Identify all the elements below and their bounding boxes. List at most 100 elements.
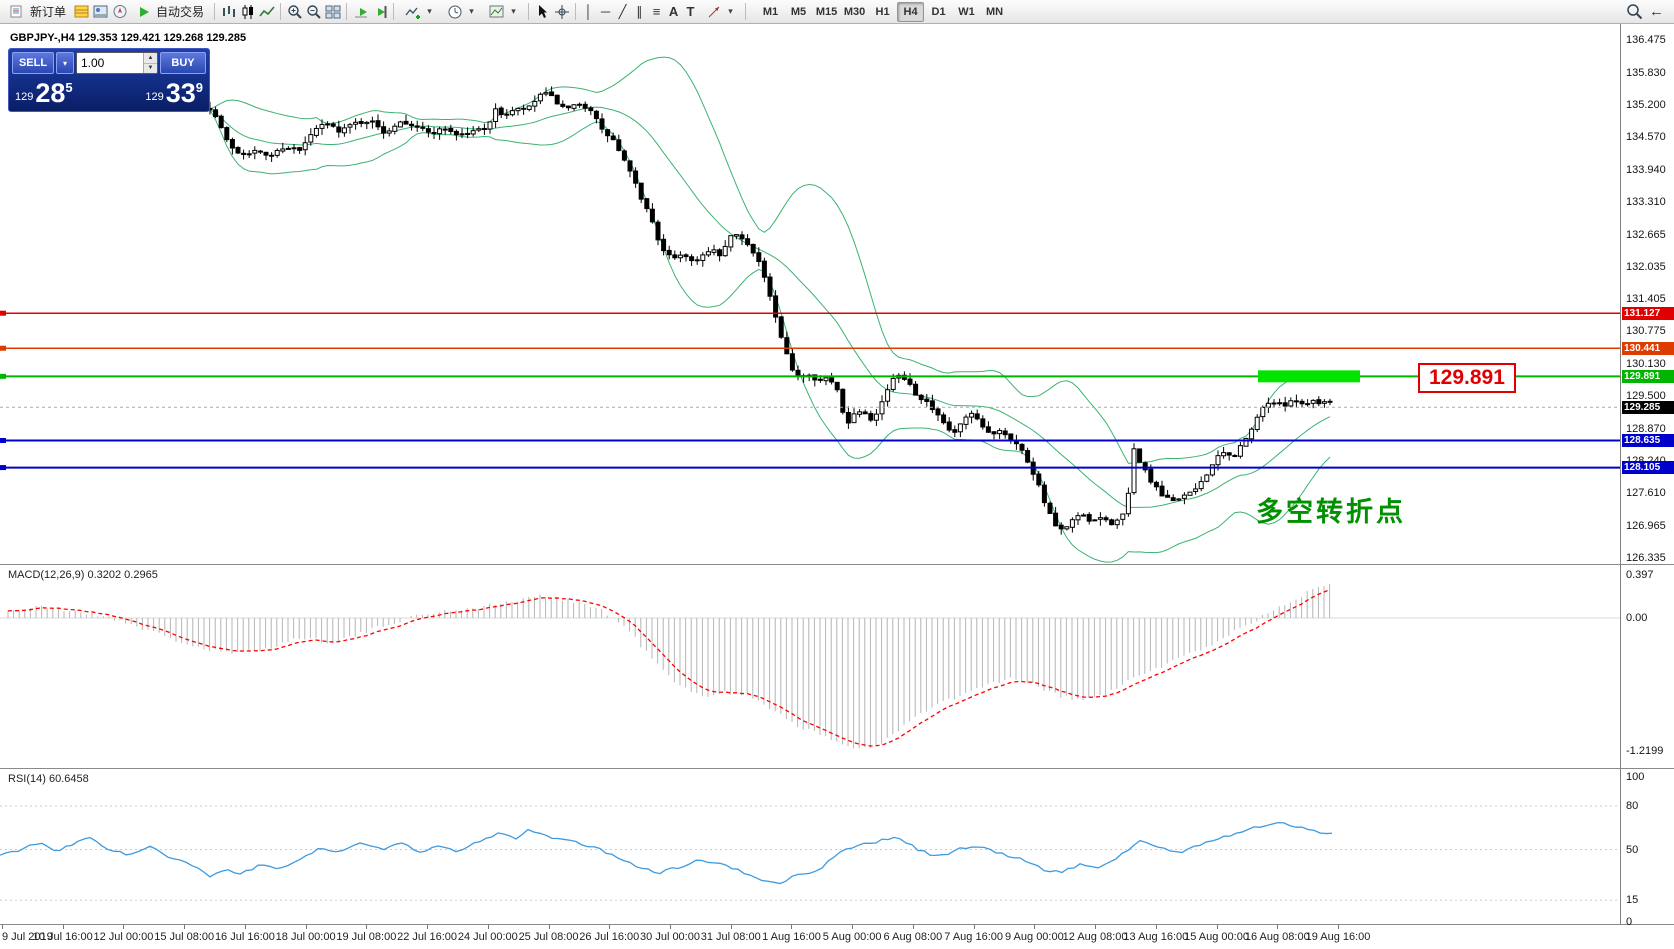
toolbar: 新订单 自动交易 bbox=[0, 0, 1674, 24]
rsi-tick: 50 bbox=[1626, 843, 1639, 856]
crosshair-icon[interactable] bbox=[553, 3, 570, 20]
sell-button[interactable]: SELL bbox=[12, 52, 54, 74]
label-tool-icon[interactable]: T bbox=[686, 4, 695, 19]
clock-icon bbox=[446, 3, 463, 20]
macd-label: MACD(12,26,9) 0.3202 0.2965 bbox=[8, 569, 158, 581]
volume-increase-button[interactable]: ▲ bbox=[144, 53, 157, 64]
time-label: 18 Jul 00:00 bbox=[275, 931, 336, 943]
time-tick bbox=[1095, 925, 1097, 929]
timeframe-button-mn[interactable]: MN bbox=[981, 2, 1008, 22]
bar-chart-icon[interactable] bbox=[220, 3, 237, 20]
chevron-down-icon: ▾ bbox=[62, 58, 67, 68]
time-label: 16 Jul 16:00 bbox=[214, 931, 275, 943]
line-chart-icon[interactable] bbox=[258, 3, 275, 20]
volume-spinner: ▲ ▼ bbox=[143, 53, 157, 73]
time-label: 15 Aug 00:00 bbox=[1184, 931, 1249, 943]
timeframe-button-h4[interactable]: H4 bbox=[897, 1, 925, 22]
text-tool-icon[interactable]: A bbox=[668, 4, 679, 19]
auto-scroll-icon[interactable] bbox=[352, 3, 369, 20]
timeframe-button-m15[interactable]: M15 bbox=[813, 2, 840, 22]
order-type-dropdown[interactable]: ▾ bbox=[56, 52, 74, 74]
price-scale[interactable]: 136.475 135.830 135.200 134.570 133.940 133.3… bbox=[1620, 24, 1674, 564]
chevron-down-icon: ▾ bbox=[469, 6, 474, 16]
candlestick-chart[interactable] bbox=[0, 24, 1620, 564]
price-badge: 128.635 bbox=[1622, 434, 1674, 447]
main-chart-panel[interactable]: GBPJPY-,H4 129.353 129.421 129.268 129.2… bbox=[0, 24, 1674, 565]
time-label: 9 Aug 00:00 bbox=[1004, 931, 1064, 943]
zoom-in-icon[interactable] bbox=[286, 3, 303, 20]
time-tick bbox=[1338, 925, 1339, 929]
price-tick: 131.405 bbox=[1626, 293, 1666, 305]
time-tick bbox=[184, 925, 186, 929]
indicators-icon bbox=[404, 3, 421, 20]
new-order-button[interactable]: 新订单 bbox=[4, 2, 71, 22]
back-arrow-icon[interactable]: ← bbox=[1649, 3, 1664, 20]
toolbar-separator bbox=[393, 3, 395, 20]
trendline-tool-icon[interactable]: ╱ bbox=[618, 4, 627, 19]
sell-price-display[interactable]: 129 28 5 bbox=[15, 78, 73, 109]
price-badge: 128.105 bbox=[1622, 461, 1674, 475]
fibonacci-tool-icon[interactable]: ≡ bbox=[652, 4, 661, 19]
toolbar-separator bbox=[280, 3, 282, 20]
timeframe-button-m30[interactable]: M30 bbox=[841, 2, 868, 22]
rsi-tick: 100 bbox=[1626, 771, 1645, 783]
buy-price-display[interactable]: 129 33 9 bbox=[145, 78, 203, 109]
shapes-tool-button[interactable]: ▾ bbox=[700, 2, 740, 22]
time-label: 16 Aug 08:00 bbox=[1244, 931, 1310, 943]
timeframe-button-d1[interactable]: D1 bbox=[925, 2, 952, 22]
auto-trading-button[interactable]: 自动交易 bbox=[130, 2, 209, 22]
symbol-ohlc-header: GBPJPY-,H4 129.353 129.421 129.268 129.2… bbox=[10, 32, 247, 44]
time-tick bbox=[791, 925, 793, 929]
macd-panel[interactable]: MACD(12,26,9) 0.3202 0.2965 0.397 0.00 -1.… bbox=[0, 565, 1674, 769]
price-tick: 130.130 bbox=[1626, 358, 1666, 371]
time-axis[interactable]: 9 Jul 2019 10 Jul 16:00 12 Jul 00:00 15 Jul… bbox=[0, 925, 1674, 949]
volume-input[interactable] bbox=[77, 53, 143, 73]
rsi-scale[interactable]: 100 80 50 15 0 bbox=[1620, 769, 1674, 928]
time-label: 10 Jul 16:00 bbox=[32, 931, 93, 943]
horizontal-line-tool-icon[interactable]: ─ bbox=[600, 4, 611, 19]
time-label: 1 Aug 16:00 bbox=[762, 931, 821, 943]
auto-trading-label: 自动交易 bbox=[156, 5, 205, 19]
tile-windows-icon[interactable] bbox=[324, 3, 341, 20]
price-tick: 126.965 bbox=[1626, 519, 1666, 532]
time-label: 24 Jul 00:00 bbox=[457, 931, 518, 943]
timeframe-button-m1[interactable]: M1 bbox=[757, 2, 784, 22]
time-tick bbox=[62, 925, 64, 929]
price-tick: 132.665 bbox=[1626, 228, 1666, 241]
price-tick: 133.310 bbox=[1626, 195, 1666, 208]
rsi-panel[interactable]: RSI(14) 60.6458 100 80 50 15 0 bbox=[0, 769, 1674, 928]
zoom-out-icon[interactable] bbox=[305, 3, 322, 20]
indicators-button[interactable]: ▾ bbox=[399, 2, 439, 22]
chart-shift-icon[interactable] bbox=[371, 3, 388, 20]
channel-tool-icon[interactable]: ∥ bbox=[636, 4, 643, 19]
time-tick bbox=[609, 925, 611, 929]
rsi-chart[interactable] bbox=[0, 769, 1620, 924]
periods-button[interactable]: ▾ bbox=[441, 2, 481, 22]
timeframe-button-h1[interactable]: H1 bbox=[869, 2, 896, 22]
macd-chart[interactable] bbox=[0, 565, 1620, 768]
candlestick-chart-icon[interactable] bbox=[239, 3, 256, 20]
volume-control: ▲ ▼ bbox=[76, 52, 158, 74]
cursor-icon[interactable] bbox=[534, 3, 551, 20]
market-watch-icon[interactable] bbox=[73, 3, 90, 20]
time-tick bbox=[244, 925, 246, 929]
timeframe-button-m5[interactable]: M5 bbox=[785, 2, 812, 22]
templates-button[interactable]: ▾ bbox=[483, 2, 523, 22]
volume-decrease-button[interactable]: ▼ bbox=[144, 63, 157, 73]
timeframe-button-w1[interactable]: W1 bbox=[953, 2, 980, 22]
rsi-label: RSI(14) 60.6458 bbox=[8, 773, 89, 785]
vertical-line-tool-icon[interactable]: │ bbox=[584, 4, 593, 19]
time-label: 9 Jul 2019 bbox=[2, 931, 53, 943]
bid-ask-display: 129 28 5 129 33 9 bbox=[12, 74, 206, 107]
buy-button[interactable]: BUY bbox=[160, 52, 206, 74]
new-order-icon bbox=[9, 3, 26, 20]
data-window-icon[interactable] bbox=[92, 3, 109, 20]
navigator-icon[interactable] bbox=[111, 3, 128, 20]
time-label: 30 Jul 00:00 bbox=[640, 931, 700, 943]
chevron-down-icon: ▾ bbox=[728, 6, 733, 16]
price-badge: 131.127 bbox=[1622, 306, 1674, 320]
macd-scale[interactable]: 0.397 0.00 -1.2199 bbox=[1620, 565, 1674, 768]
search-icon[interactable] bbox=[1626, 3, 1643, 20]
time-tick bbox=[548, 925, 550, 929]
